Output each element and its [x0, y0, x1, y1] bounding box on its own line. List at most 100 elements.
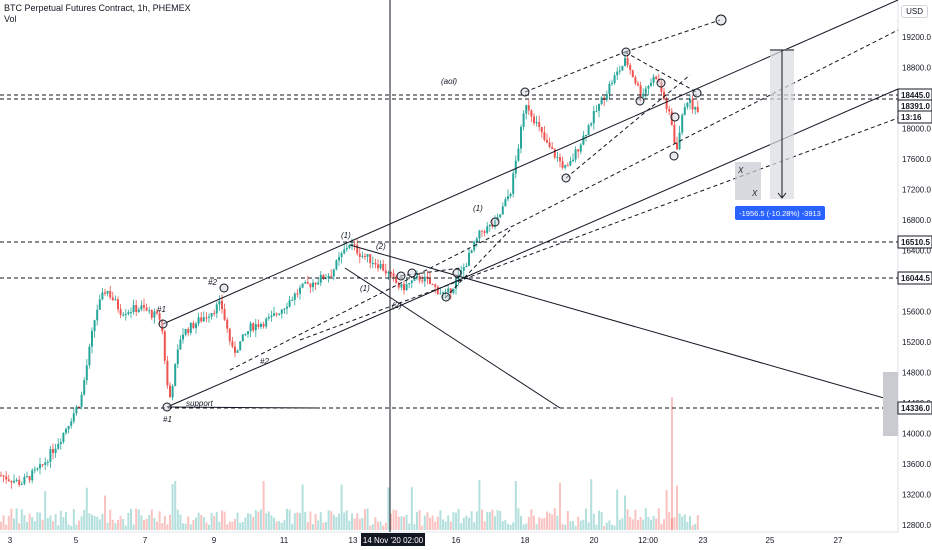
- horizontal-levels: [0, 94, 898, 409]
- candle-body: [613, 75, 616, 84]
- volume-bar: [642, 519, 645, 530]
- volume-bar: [241, 521, 244, 530]
- candle-body: [150, 310, 153, 318]
- candle-body: [455, 279, 457, 289]
- volume-bar: [468, 517, 470, 530]
- volume-bar: [156, 521, 158, 530]
- candle-body: [377, 264, 379, 269]
- candle-body: [462, 267, 465, 271]
- candle-body: [579, 144, 582, 152]
- volume-bar: [179, 514, 182, 530]
- candle-body: [140, 305, 143, 310]
- volume-bar: [234, 518, 236, 530]
- candle-body: [366, 254, 369, 257]
- volume-bar: [621, 518, 624, 530]
- volume-bar: [252, 516, 255, 530]
- volume-bar: [551, 514, 554, 530]
- candle-body: [397, 282, 400, 288]
- price-tag-label: 16510.5: [901, 238, 930, 247]
- candle-body: [572, 159, 574, 161]
- candle-body: [585, 135, 587, 137]
- volume-bar: [273, 517, 275, 530]
- volume-bar: [247, 513, 249, 530]
- volume-bar: [408, 523, 411, 530]
- volume-bar: [494, 516, 496, 530]
- volume-bar: [501, 521, 504, 530]
- target-zone: [735, 162, 761, 200]
- volume-bar: [291, 523, 294, 530]
- candle-body: [83, 380, 86, 395]
- candlesticks: [0, 51, 699, 489]
- volume-bar: [507, 524, 509, 530]
- candle-body: [452, 288, 455, 294]
- candle-body: [379, 263, 382, 269]
- volume-bar: [369, 525, 372, 530]
- price-tag-box: [897, 271, 932, 285]
- volume-bar: [195, 517, 197, 530]
- volume-bar: [46, 518, 49, 530]
- volume-bar: [392, 509, 395, 530]
- candle-body: [405, 284, 408, 291]
- volume-bar: [187, 516, 190, 530]
- time-tick-label: 13: [349, 536, 358, 545]
- currency-button[interactable]: USD: [901, 5, 928, 18]
- volume-bar: [182, 523, 184, 530]
- candle-body: [642, 93, 645, 97]
- candle-body: [247, 331, 249, 335]
- annotation-wave2-b: (2): [392, 301, 402, 310]
- volume-bar: [109, 509, 112, 530]
- price-tick-label: 13600.0: [902, 460, 931, 469]
- volume-bar: [98, 519, 101, 530]
- volume-bar: [691, 525, 694, 530]
- volume-bar: [33, 521, 36, 530]
- candle-body: [574, 149, 577, 160]
- volume-bar: [117, 520, 119, 530]
- price-tick-label: 14000.0: [902, 430, 931, 439]
- dashed-trend-lines: [229, 19, 899, 371]
- candle-body: [20, 483, 23, 485]
- time-tick-label: 7: [143, 536, 148, 545]
- candle-body: [41, 464, 44, 466]
- volume-bar: [166, 524, 169, 530]
- volume-bar: [572, 520, 574, 530]
- price-tag-label: 14336.0: [901, 404, 930, 413]
- candle-body: [507, 196, 509, 200]
- candle-body: [179, 339, 182, 350]
- candle-body: [634, 77, 637, 84]
- candle-body: [221, 300, 223, 310]
- candle-body: [535, 122, 538, 124]
- volume-bar: [130, 508, 132, 530]
- candle-body: [470, 250, 473, 253]
- volume-bar: [101, 513, 104, 530]
- candle-body: [447, 288, 450, 293]
- candle-body: [340, 253, 343, 258]
- candle-body: [546, 139, 548, 143]
- volume-bar: [475, 511, 478, 530]
- volume-bar: [608, 520, 611, 530]
- volume-bar: [358, 518, 361, 530]
- volume-bar: [59, 510, 62, 530]
- candle-body: [5, 476, 8, 480]
- volume-bar: [364, 509, 366, 530]
- candle-body: [592, 111, 595, 124]
- candle-body: [421, 280, 424, 282]
- volume-bar: [54, 514, 57, 530]
- candle-body: [15, 479, 18, 481]
- candle-body: [91, 331, 93, 347]
- volume-bar: [20, 509, 23, 530]
- volume-bar: [62, 517, 65, 530]
- candle-body: [686, 102, 689, 108]
- time-tick-label: 3: [8, 536, 13, 545]
- volume-bar: [626, 509, 629, 530]
- volume-bar: [104, 495, 106, 530]
- volume-bar: [91, 514, 93, 530]
- volume-bar: [582, 519, 585, 530]
- volume-bar: [353, 518, 356, 530]
- time-axis[interactable]: 3 5 7 9 11 13 14 Nov '20 02:00 16 18 20 12:00 23 25 2…: [8, 533, 843, 546]
- candle-body: [509, 193, 512, 197]
- price-tag-label: 13:16: [901, 113, 922, 122]
- volume-bar: [579, 520, 582, 530]
- candle-body: [28, 476, 31, 481]
- volume-bar: [244, 517, 247, 530]
